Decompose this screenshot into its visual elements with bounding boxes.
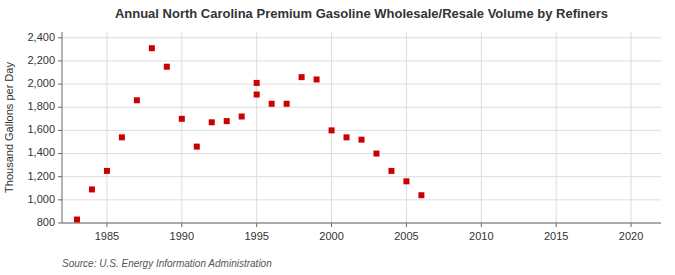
grid-line-x bbox=[406, 32, 407, 223]
grid-line-x bbox=[556, 32, 557, 223]
point bbox=[179, 116, 185, 122]
tick-label-x: 2015 bbox=[544, 230, 568, 242]
grid-line-y bbox=[62, 199, 661, 200]
axis-label-y: Thousand Gallons per Day bbox=[3, 62, 15, 193]
tick-label-y: 2,400 bbox=[27, 31, 55, 43]
grid-line-x bbox=[481, 32, 482, 223]
point bbox=[149, 45, 155, 51]
point bbox=[299, 74, 305, 80]
grid-line-y bbox=[62, 130, 661, 131]
point bbox=[119, 134, 125, 140]
tick-y bbox=[58, 223, 62, 224]
grid-line-x bbox=[256, 32, 257, 223]
point bbox=[194, 144, 200, 150]
point bbox=[89, 186, 95, 192]
tick-label-y: 1,000 bbox=[27, 193, 55, 205]
tick-y bbox=[58, 199, 62, 200]
grid-line-y bbox=[62, 60, 661, 61]
tick-y bbox=[58, 130, 62, 131]
grid-line-y bbox=[62, 153, 661, 154]
point bbox=[359, 137, 365, 143]
tick-label-y: 2,200 bbox=[27, 54, 55, 66]
point bbox=[254, 92, 260, 98]
point bbox=[239, 114, 245, 120]
point bbox=[403, 178, 409, 184]
tick-label-x: 1985 bbox=[95, 230, 119, 242]
source: Source: U.S. Energy Information Administ… bbox=[62, 258, 272, 269]
tick-label-y: 1,400 bbox=[27, 146, 55, 158]
axes: 800 1,000 1,200 1,400 1,600 1,800 2,000 2,200 2,… bbox=[27, 31, 661, 242]
tick-label-x: 2020 bbox=[619, 230, 643, 242]
grid-line-y bbox=[62, 84, 661, 85]
tick-label-y: 800 bbox=[37, 216, 55, 228]
point bbox=[284, 101, 290, 107]
tick-x bbox=[331, 223, 332, 227]
tick-x bbox=[181, 223, 182, 227]
grid-line-x bbox=[631, 32, 632, 223]
tick-y bbox=[58, 84, 62, 85]
grid-line-y bbox=[62, 37, 661, 38]
grid-line-y bbox=[62, 223, 661, 224]
point bbox=[209, 119, 215, 125]
chart: Annual North Carolina Premium Gasoline W… bbox=[0, 0, 675, 275]
point bbox=[74, 217, 80, 223]
tick-x bbox=[106, 223, 107, 227]
tick-label-x: 2010 bbox=[469, 230, 493, 242]
point bbox=[388, 168, 394, 174]
tick-label-x: 2005 bbox=[394, 230, 418, 242]
tick-label-x: 1990 bbox=[170, 230, 194, 242]
tick-y bbox=[58, 60, 62, 61]
tick-y bbox=[58, 107, 62, 108]
title: Annual North Carolina Premium Gasoline W… bbox=[115, 6, 608, 21]
tick-x bbox=[256, 223, 257, 227]
point bbox=[344, 134, 350, 140]
tick-y bbox=[58, 176, 62, 177]
tick-label-y: 1,200 bbox=[27, 170, 55, 182]
grid-line-y bbox=[62, 107, 661, 108]
point bbox=[329, 127, 335, 133]
axis-line-y bbox=[62, 32, 63, 223]
tick-x bbox=[556, 223, 557, 227]
point bbox=[269, 101, 275, 107]
points bbox=[74, 45, 424, 222]
grid-line-x bbox=[106, 32, 107, 223]
point bbox=[254, 80, 260, 86]
point bbox=[164, 64, 170, 70]
grid bbox=[62, 32, 661, 223]
tick-label-y: 1,600 bbox=[27, 123, 55, 135]
tick-x bbox=[406, 223, 407, 227]
point bbox=[314, 76, 320, 82]
point bbox=[418, 192, 424, 198]
tick-x bbox=[631, 223, 632, 227]
tick-label-x: 1995 bbox=[244, 230, 268, 242]
tick-label-y: 1,800 bbox=[27, 100, 55, 112]
point bbox=[373, 151, 379, 157]
grid-line-x bbox=[181, 32, 182, 223]
point bbox=[224, 118, 230, 124]
tick-y bbox=[58, 153, 62, 154]
grid-line-y bbox=[62, 176, 661, 177]
point bbox=[104, 168, 110, 174]
point bbox=[134, 97, 140, 103]
tick-y bbox=[58, 37, 62, 38]
tick-label-x: 2000 bbox=[319, 230, 343, 242]
tick-x bbox=[481, 223, 482, 227]
axis-line-x bbox=[62, 223, 661, 224]
tick-label-y: 2,000 bbox=[27, 77, 55, 89]
